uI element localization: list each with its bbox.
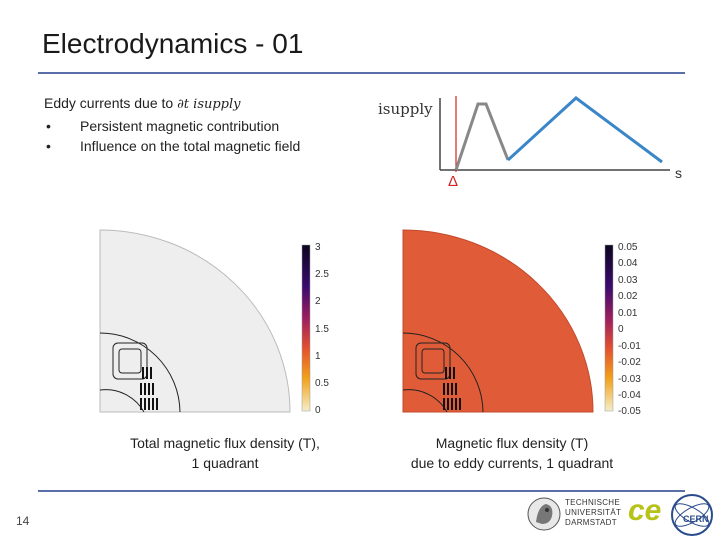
colorbar-tick-label: 1 [315, 351, 321, 362]
caption-line: due to eddy currents, 1 quadrant [410, 455, 614, 471]
yoke-cutout [415, 342, 451, 380]
colorbar [301, 244, 311, 412]
eddy-flux-plot: 0.05 0.04 0.03 0.02 0.01 0 -0.01 -0.02 -… [402, 229, 641, 417]
tu-darmstadt-logo: TECHNISCHE UNIVERSITÄT DARMSTADT [565, 498, 621, 528]
bullet-heading-math: ∂t isupply [177, 97, 241, 112]
bullet-heading-text: Eddy currents due to [44, 95, 178, 111]
logo-text-line: UNIVERSITÄT [565, 508, 622, 517]
quadrant-field-area [402, 229, 594, 413]
supply-current-waveform: isupply Δ s [378, 96, 682, 190]
colorbar-tick-label: 0.03 [618, 275, 638, 286]
colorbar-tick-label: 1.5 [315, 324, 329, 335]
caption-line: Magnetic flux density (T) [435, 435, 589, 451]
right-plot-caption: Magnetic flux density (T) due to eddy cu… [380, 433, 644, 473]
colorbar-tick-label: -0.02 [618, 357, 641, 368]
logo-text-line: TECHNISCHE [565, 498, 621, 507]
total-flux-plot: 3 2.5 2 1.5 1 0.5 0 [99, 229, 329, 416]
quadrant-field-area [99, 229, 291, 413]
colorbar-tick-label: -0.04 [618, 390, 641, 401]
caption-line: 1 quadrant [191, 455, 259, 471]
colorbar-tick-label: 3 [315, 242, 321, 253]
waveform-x-label: s [675, 165, 682, 181]
colorbar-tick-label: 0.04 [618, 258, 638, 269]
logo-text-line: DARMSTADT [565, 518, 617, 527]
title-divider [38, 72, 685, 74]
coil-blocks [443, 367, 461, 410]
cern-logo-text: CERN [683, 514, 709, 524]
colorbar-tick-label: -0.05 [618, 406, 641, 417]
bullet-heading: Eddy currents due to ∂t isupply [44, 95, 300, 112]
footer-divider [38, 490, 685, 492]
page-number: 14 [16, 514, 30, 528]
colorbar-tick-label: 0.5 [315, 378, 329, 389]
waveform-later-segment [506, 96, 663, 164]
waveform-initial-segment [454, 102, 510, 171]
slide-title: Electrodynamics - 01 [42, 28, 304, 59]
waveform-y-label: isupply [378, 100, 433, 118]
colorbar-tick-label: -0.03 [618, 374, 641, 385]
bullet-item: Influence on the total magnetic field [44, 138, 300, 154]
colorbar-tick-label: 0.02 [618, 291, 638, 302]
colorbar [604, 244, 614, 412]
yoke-cutout [112, 342, 148, 380]
cern-logo-icon [671, 494, 713, 536]
colorbar-tick-label: -0.01 [618, 341, 641, 352]
colorbar-tick-label: 2 [315, 296, 321, 307]
colorbar-tick-label: 0.05 [618, 242, 638, 253]
bullet-item: Persistent magnetic contribution [44, 118, 300, 134]
tu-darmstadt-emblem-icon [527, 497, 561, 531]
colorbar-tick-label: 2.5 [315, 269, 329, 280]
ce-logo: ce [628, 494, 662, 527]
delta-label: Δ [448, 173, 458, 190]
colorbar-tick-label: 0.01 [618, 308, 638, 319]
caption-line: Total magnetic flux density (T), [130, 435, 320, 451]
colorbar-tick-label: 0 [315, 405, 321, 416]
left-plot-caption: Total magnetic flux density (T), 1 quadr… [95, 433, 355, 473]
coil-blocks [140, 367, 158, 410]
bullet-list: Eddy currents due to ∂t isupply Persiste… [44, 95, 300, 158]
colorbar-tick-label: 0 [618, 324, 624, 335]
